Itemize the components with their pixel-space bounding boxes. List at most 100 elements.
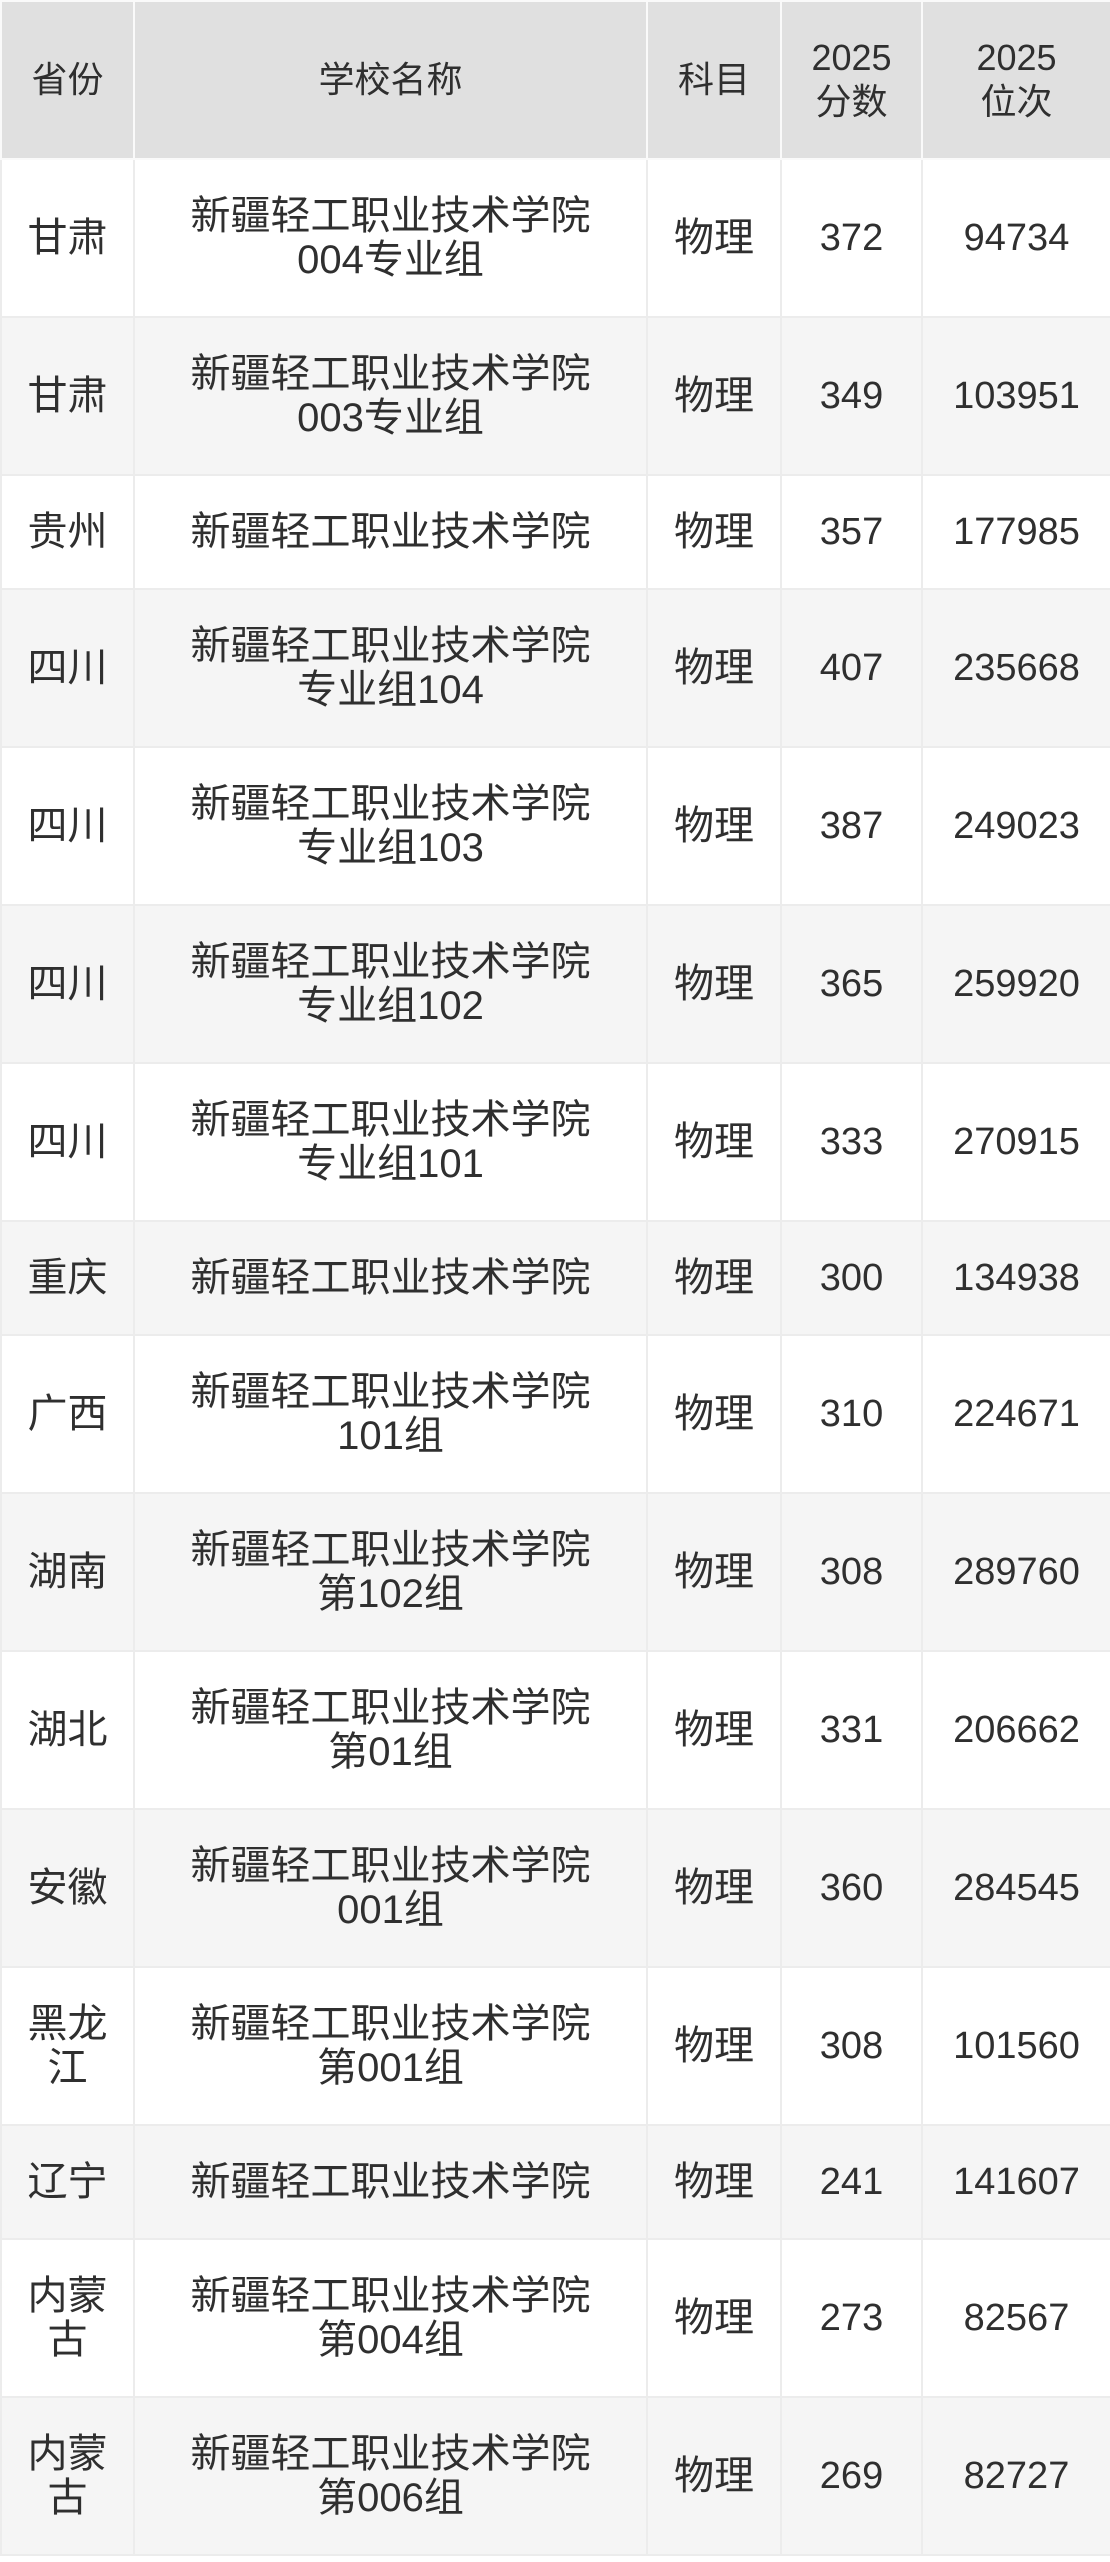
cell-score: 407 <box>780 588 923 748</box>
table-row: 重庆 新疆轻工职业技术学院 物理 300 134938 <box>0 1220 1110 1336</box>
cell-province: 四川 <box>0 746 135 906</box>
cell-subject: 物理 <box>646 1492 782 1652</box>
cell-province: 内蒙古 <box>0 2238 135 2398</box>
table-row: 四川 新疆轻工职业技术学院 专业组102 物理 365 259920 <box>0 904 1110 1064</box>
table-row: 辽宁 新疆轻工职业技术学院 物理 241 141607 <box>0 2124 1110 2240</box>
cell-rank: 94734 <box>921 158 1110 318</box>
cell-province: 黑龙江 <box>0 1966 135 2126</box>
cell-score: 333 <box>780 1062 923 1222</box>
cell-subject: 物理 <box>646 904 782 1064</box>
cell-subject: 物理 <box>646 746 782 906</box>
table-row: 湖南 新疆轻工职业技术学院 第102组 物理 308 289760 <box>0 1492 1110 1652</box>
cell-score: 310 <box>780 1334 923 1494</box>
column-header-school: 学校名称 <box>133 0 648 160</box>
table-row: 四川 新疆轻工职业技术学院 专业组104 物理 407 235668 <box>0 588 1110 748</box>
cell-province: 内蒙古 <box>0 2396 135 2556</box>
cell-rank: 82727 <box>921 2396 1110 2556</box>
cell-subject: 物理 <box>646 2238 782 2398</box>
cell-rank: 103951 <box>921 316 1110 476</box>
cell-province: 广西 <box>0 1334 135 1494</box>
cell-school: 新疆轻工职业技术学院 第004组 <box>133 2238 648 2398</box>
cell-subject: 物理 <box>646 1650 782 1810</box>
cell-province: 四川 <box>0 1062 135 1222</box>
cell-score: 300 <box>780 1220 923 1336</box>
cell-school: 新疆轻工职业技术学院 第006组 <box>133 2396 648 2556</box>
header-row: 省份 学校名称 科目 2025 分数 2025 位次 <box>0 0 1110 160</box>
cell-school: 新疆轻工职业技术学院 004专业组 <box>133 158 648 318</box>
cell-school: 新疆轻工职业技术学院 专业组104 <box>133 588 648 748</box>
cell-subject: 物理 <box>646 2396 782 2556</box>
cell-rank: 206662 <box>921 1650 1110 1810</box>
cell-rank: 284545 <box>921 1808 1110 1968</box>
table-row: 内蒙古 新疆轻工职业技术学院 第004组 物理 273 82567 <box>0 2238 1110 2398</box>
cell-rank: 141607 <box>921 2124 1110 2240</box>
column-header-rank: 2025 位次 <box>921 0 1110 160</box>
cell-province: 四川 <box>0 904 135 1064</box>
cell-subject: 物理 <box>646 1808 782 1968</box>
column-header-province: 省份 <box>0 0 135 160</box>
column-header-subject: 科目 <box>646 0 782 160</box>
table-row: 贵州 新疆轻工职业技术学院 物理 357 177985 <box>0 474 1110 590</box>
table-row: 甘肃 新疆轻工职业技术学院 004专业组 物理 372 94734 <box>0 158 1110 318</box>
cell-subject: 物理 <box>646 1966 782 2126</box>
cell-subject: 物理 <box>646 2124 782 2240</box>
cell-school: 新疆轻工职业技术学院 <box>133 474 648 590</box>
cell-school: 新疆轻工职业技术学院 第001组 <box>133 1966 648 2126</box>
cell-province: 湖北 <box>0 1650 135 1810</box>
cell-province: 甘肃 <box>0 158 135 318</box>
cell-subject: 物理 <box>646 158 782 318</box>
cell-rank: 82567 <box>921 2238 1110 2398</box>
table-row: 四川 新疆轻工职业技术学院 专业组103 物理 387 249023 <box>0 746 1110 906</box>
table-body: 甘肃 新疆轻工职业技术学院 004专业组 物理 372 94734 甘肃 新疆轻… <box>0 158 1110 2556</box>
table-row: 广西 新疆轻工职业技术学院 101组 物理 310 224671 <box>0 1334 1110 1494</box>
cell-school: 新疆轻工职业技术学院 专业组103 <box>133 746 648 906</box>
cell-school: 新疆轻工职业技术学院 第01组 <box>133 1650 648 1810</box>
cell-rank: 224671 <box>921 1334 1110 1494</box>
cell-score: 241 <box>780 2124 923 2240</box>
cell-school: 新疆轻工职业技术学院 003专业组 <box>133 316 648 476</box>
cell-subject: 物理 <box>646 1334 782 1494</box>
table-row: 内蒙古 新疆轻工职业技术学院 第006组 物理 269 82727 <box>0 2396 1110 2556</box>
cell-province: 重庆 <box>0 1220 135 1336</box>
cell-rank: 249023 <box>921 746 1110 906</box>
cell-score: 331 <box>780 1650 923 1810</box>
cell-subject: 物理 <box>646 1062 782 1222</box>
cell-school: 新疆轻工职业技术学院 专业组102 <box>133 904 648 1064</box>
cell-school: 新疆轻工职业技术学院 专业组101 <box>133 1062 648 1222</box>
cell-province: 贵州 <box>0 474 135 590</box>
cell-score: 365 <box>780 904 923 1064</box>
cell-score: 269 <box>780 2396 923 2556</box>
table-row: 黑龙江 新疆轻工职业技术学院 第001组 物理 308 101560 <box>0 1966 1110 2126</box>
cell-rank: 270915 <box>921 1062 1110 1222</box>
cell-score: 357 <box>780 474 923 590</box>
cell-score: 387 <box>780 746 923 906</box>
cell-subject: 物理 <box>646 474 782 590</box>
cell-school: 新疆轻工职业技术学院 101组 <box>133 1334 648 1494</box>
cell-subject: 物理 <box>646 1220 782 1336</box>
table-header: 省份 学校名称 科目 2025 分数 2025 位次 <box>0 0 1110 160</box>
cell-school: 新疆轻工职业技术学院 第102组 <box>133 1492 648 1652</box>
cell-province: 安徽 <box>0 1808 135 1968</box>
cell-score: 349 <box>780 316 923 476</box>
table-row: 甘肃 新疆轻工职业技术学院 003专业组 物理 349 103951 <box>0 316 1110 476</box>
cell-score: 372 <box>780 158 923 318</box>
cell-score: 308 <box>780 1492 923 1652</box>
cell-rank: 101560 <box>921 1966 1110 2126</box>
cell-school: 新疆轻工职业技术学院 001组 <box>133 1808 648 1968</box>
table-row: 湖北 新疆轻工职业技术学院 第01组 物理 331 206662 <box>0 1650 1110 1810</box>
cell-school: 新疆轻工职业技术学院 <box>133 2124 648 2240</box>
column-header-score: 2025 分数 <box>780 0 923 160</box>
cell-subject: 物理 <box>646 316 782 476</box>
cell-subject: 物理 <box>646 588 782 748</box>
cell-school: 新疆轻工职业技术学院 <box>133 1220 648 1336</box>
cell-province: 湖南 <box>0 1492 135 1652</box>
cell-province: 四川 <box>0 588 135 748</box>
cell-rank: 289760 <box>921 1492 1110 1652</box>
cell-province: 辽宁 <box>0 2124 135 2240</box>
cell-score: 360 <box>780 1808 923 1968</box>
table-row: 安徽 新疆轻工职业技术学院 001组 物理 360 284545 <box>0 1808 1110 1968</box>
cell-rank: 134938 <box>921 1220 1110 1336</box>
cell-score: 273 <box>780 2238 923 2398</box>
cell-score: 308 <box>780 1966 923 2126</box>
table-row: 四川 新疆轻工职业技术学院 专业组101 物理 333 270915 <box>0 1062 1110 1222</box>
